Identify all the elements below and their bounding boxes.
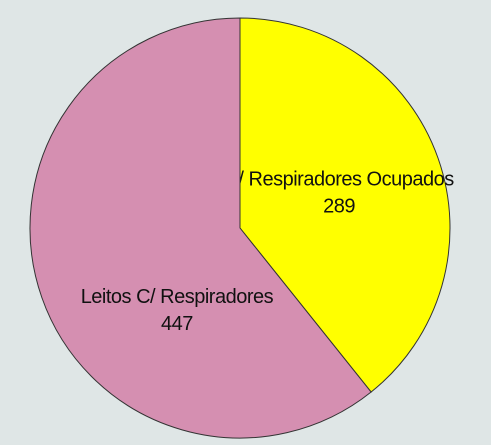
pie-slice <box>239 17 451 393</box>
slice-label: C/ Respiradores Ocupados <box>224 169 454 191</box>
slice-value: 289 <box>323 196 355 218</box>
slice-label: Leitos C/ Respiradores <box>81 286 274 308</box>
slice-value: 447 <box>161 313 193 335</box>
pie-slice <box>29 17 372 439</box>
